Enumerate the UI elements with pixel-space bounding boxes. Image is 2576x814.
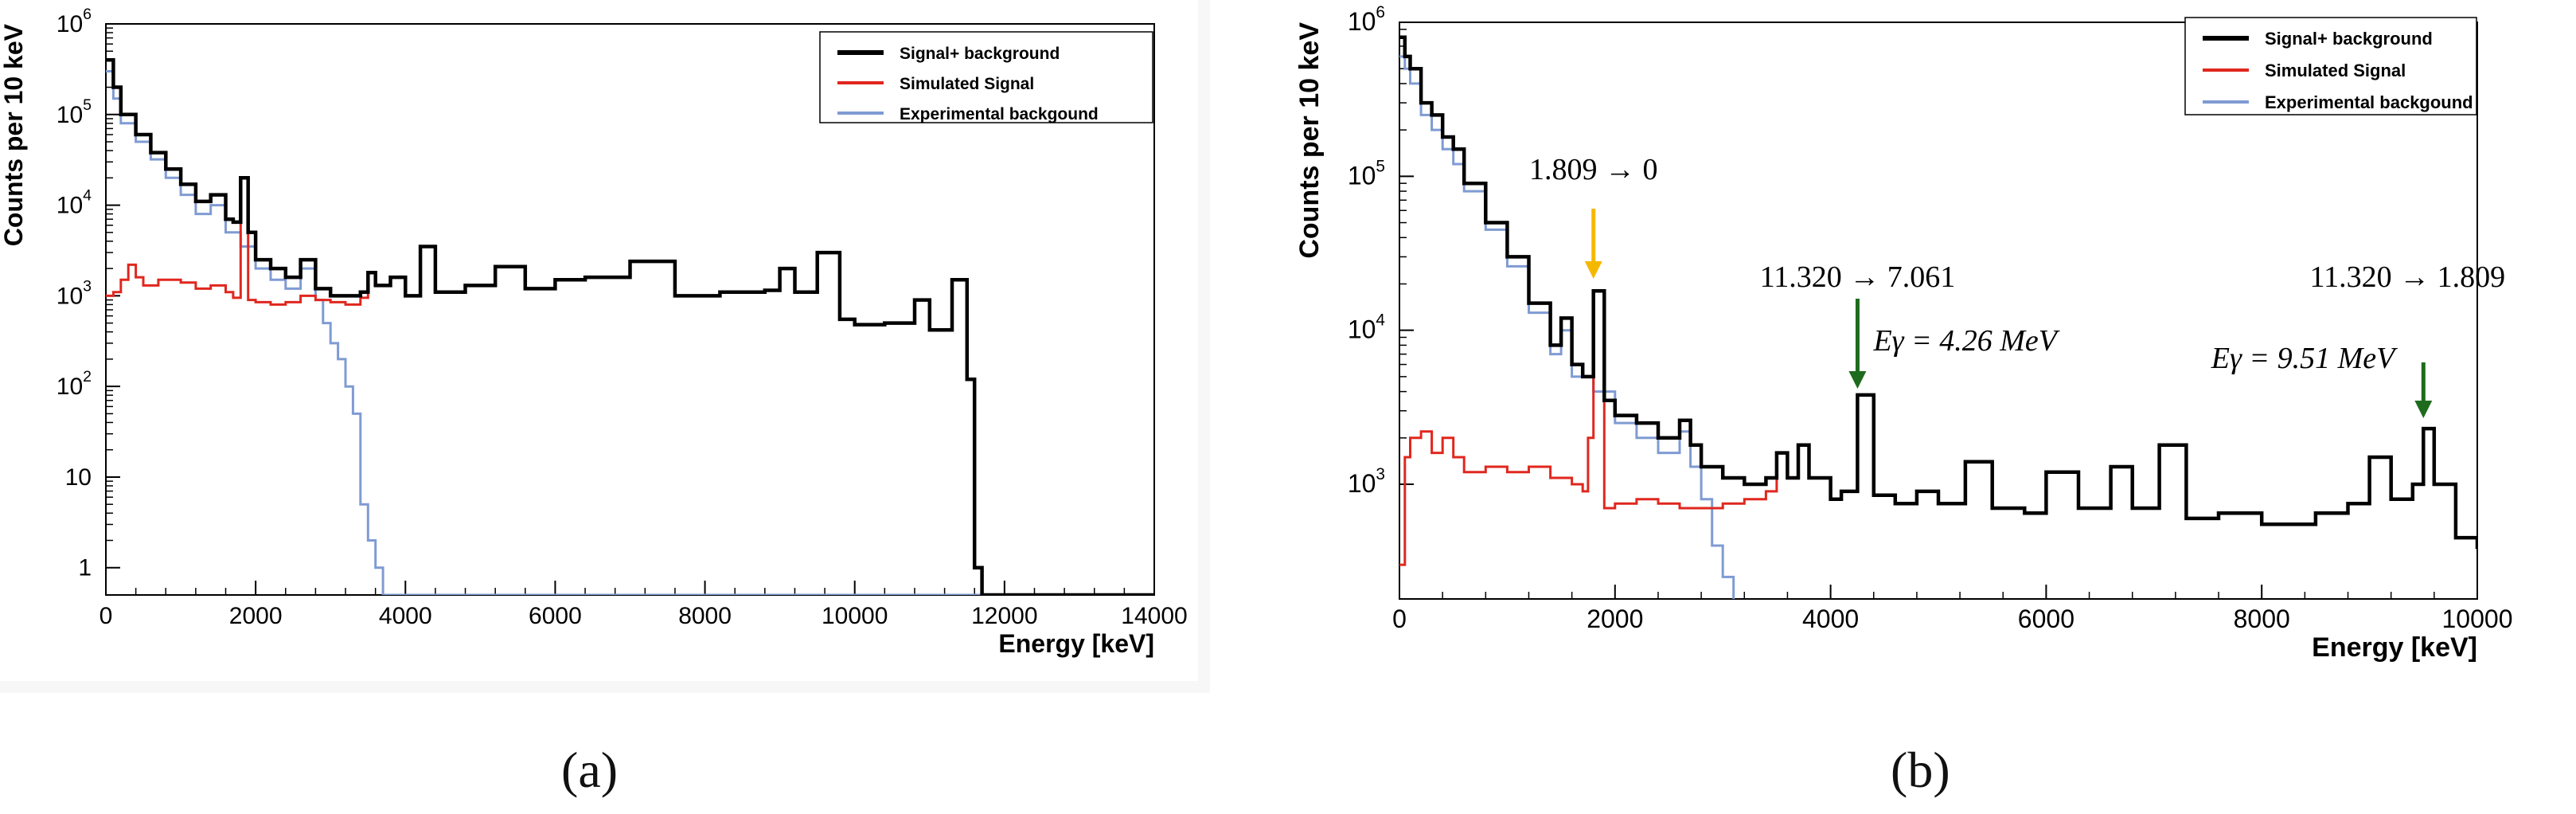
x-tick-label: 8000 bbox=[2234, 605, 2290, 633]
x-tick-label: 4000 bbox=[1802, 605, 1859, 633]
arrow-1809-b-head bbox=[2414, 401, 2433, 418]
series-line-signal-background bbox=[106, 58, 1154, 595]
y-tick-label: 10 bbox=[65, 464, 92, 491]
series-line-experimental-backgound bbox=[1399, 55, 1735, 599]
chart-a: 0 2000 4000 6000 8000 10000 12000 14000 1 10 102 10… bbox=[0, 6, 1188, 658]
annotation-egamma-4-26: Eγ = 4.26 MeV bbox=[1872, 324, 2059, 358]
annotation-11320-to-7061: 11.320 → 7.061 bbox=[1760, 260, 1956, 294]
y-tick-label: 105 bbox=[57, 96, 92, 128]
y-tick-label: 105 bbox=[1348, 157, 1385, 190]
annotation-11320-to-1809: 11.320 → 1.809 bbox=[2310, 260, 2506, 294]
x-tick-label: 2000 bbox=[229, 603, 283, 629]
x-tick-label: 0 bbox=[1392, 605, 1407, 633]
annotation-egamma-9-51: Eγ = 9.51 MeV bbox=[2211, 342, 2398, 375]
legend-box bbox=[819, 31, 1153, 123]
y-tick-label: 103 bbox=[1348, 465, 1385, 498]
legend-label: Signal+ background bbox=[2265, 29, 2433, 49]
x-tick-label: 6000 bbox=[529, 603, 582, 629]
caption-a: (a) bbox=[561, 742, 619, 798]
legend-label: Experimental backgound bbox=[2265, 92, 2473, 112]
arrow-7061-head bbox=[1848, 371, 1867, 389]
legend-label: Simulated Signal bbox=[900, 75, 1034, 93]
series-line-signal-background bbox=[1399, 35, 2477, 550]
plot-frame bbox=[1399, 22, 2478, 600]
y-tick-label: 102 bbox=[57, 368, 92, 400]
y-tick-label: 106 bbox=[57, 6, 92, 37]
legend-box bbox=[2184, 17, 2477, 115]
y-tick-label: 103 bbox=[57, 277, 92, 309]
x-tick-label: 4000 bbox=[379, 603, 432, 629]
x-tick-label: 10000 bbox=[822, 603, 888, 629]
y-tick-label: 1 bbox=[78, 555, 92, 581]
y-tick-label: 106 bbox=[1348, 3, 1385, 36]
x-tick-label: 8000 bbox=[678, 603, 732, 629]
y-tick-label: 104 bbox=[57, 187, 92, 219]
y-tick-label: 104 bbox=[1348, 311, 1385, 344]
x-tick-label: 2000 bbox=[1587, 605, 1643, 633]
chart-b: 0 2000 4000 6000 8000 10000 103 104 105 106 Energy… bbox=[1294, 3, 2513, 663]
x-tick-label: 14000 bbox=[1121, 603, 1187, 629]
x-axis-title: Energy [keV] bbox=[998, 629, 1154, 658]
legend-label: Signal+ background bbox=[900, 45, 1060, 63]
series-line-experimental-backgound bbox=[106, 70, 1154, 595]
x-tick-label: 6000 bbox=[2018, 605, 2074, 633]
y-axis-title: Counts per 10 keV bbox=[0, 23, 28, 246]
x-axis-title: Energy [keV] bbox=[2312, 632, 2477, 663]
series-line-simulated-signal bbox=[106, 176, 1154, 595]
legend-label: Experimental backgound bbox=[900, 105, 1099, 123]
caption-b: (b) bbox=[1891, 742, 1950, 798]
x-tick-label: 0 bbox=[100, 603, 113, 629]
arrow-1809-head bbox=[1584, 261, 1602, 279]
y-axis-title: Counts per 10 keV bbox=[1294, 22, 1325, 259]
x-tick-label: 10000 bbox=[2442, 605, 2513, 633]
legend-label: Simulated Signal bbox=[2265, 61, 2406, 80]
x-tick-label: 12000 bbox=[971, 603, 1037, 629]
annotation-1809-to-0: 1.809 → 0 bbox=[1529, 153, 1658, 186]
